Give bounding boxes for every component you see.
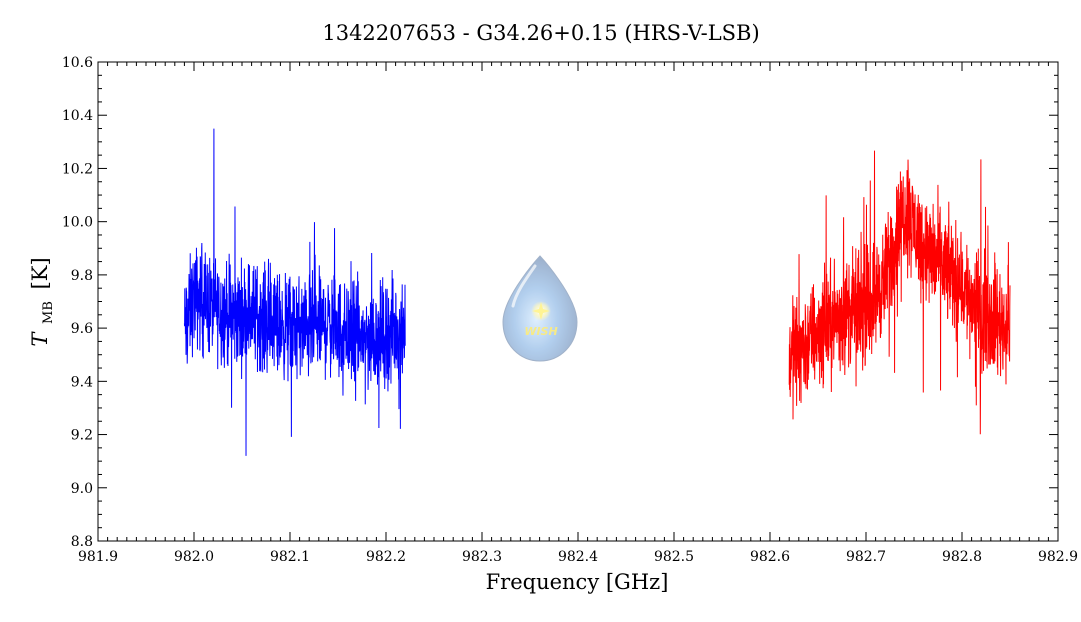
x-axis: 981.9 982.0 982.1 982.2 982.3 982.4 982.5 982.6…: [78, 62, 1078, 565]
series-line-1: [788, 150, 1011, 435]
series-line-0: [183, 128, 406, 456]
chart-title: 1342207653 - G34.26+0.15 (HRS-V-LSB): [322, 21, 759, 45]
wish-logo-text: WISH: [524, 325, 557, 338]
x-tick-label: 982.5: [654, 549, 694, 565]
y-axis-title-unit: [K]: [28, 257, 52, 289]
y-axis: 8.8 9.0 9.2 9.4 9.6 9.8 10.0 10.2 10.4 10.6: [62, 55, 1058, 550]
y-axis-title-symbol: T: [28, 331, 52, 347]
series-layer: [183, 128, 1011, 456]
x-tick-label: 982.6: [750, 549, 790, 565]
y-tick-label: 10.6: [62, 55, 93, 71]
y-tick-label: 10.4: [62, 108, 93, 124]
x-tick-label: 981.9: [78, 549, 118, 565]
x-tick-label: 982.9: [1038, 549, 1078, 565]
y-axis-title-subscript: MB: [41, 301, 56, 324]
x-tick-label: 982.0: [174, 549, 214, 565]
y-tick-label: 10.0: [62, 215, 93, 231]
wish-logo: WISH: [502, 255, 578, 362]
x-tick-label: 982.1: [270, 549, 310, 565]
y-tick-label: 9.4: [71, 374, 93, 390]
x-tick-label: 982.7: [846, 549, 886, 565]
y-tick-label: 9.8: [71, 268, 93, 284]
x-tick-label: 982.8: [942, 549, 982, 565]
y-tick-label: 8.8: [71, 534, 93, 550]
x-axis-title: Frequency [GHz]: [486, 570, 669, 594]
x-tick-label: 982.2: [366, 549, 406, 565]
y-axis-title: T MB [K]: [28, 257, 57, 346]
x-tick-label: 982.4: [558, 549, 598, 565]
y-tick-label: 9.2: [71, 428, 93, 444]
x-tick-label: 982.3: [462, 549, 502, 565]
y-tick-label: 10.2: [62, 161, 93, 177]
y-tick-label: 9.0: [71, 481, 93, 497]
y-tick-label: 9.6: [71, 321, 93, 337]
